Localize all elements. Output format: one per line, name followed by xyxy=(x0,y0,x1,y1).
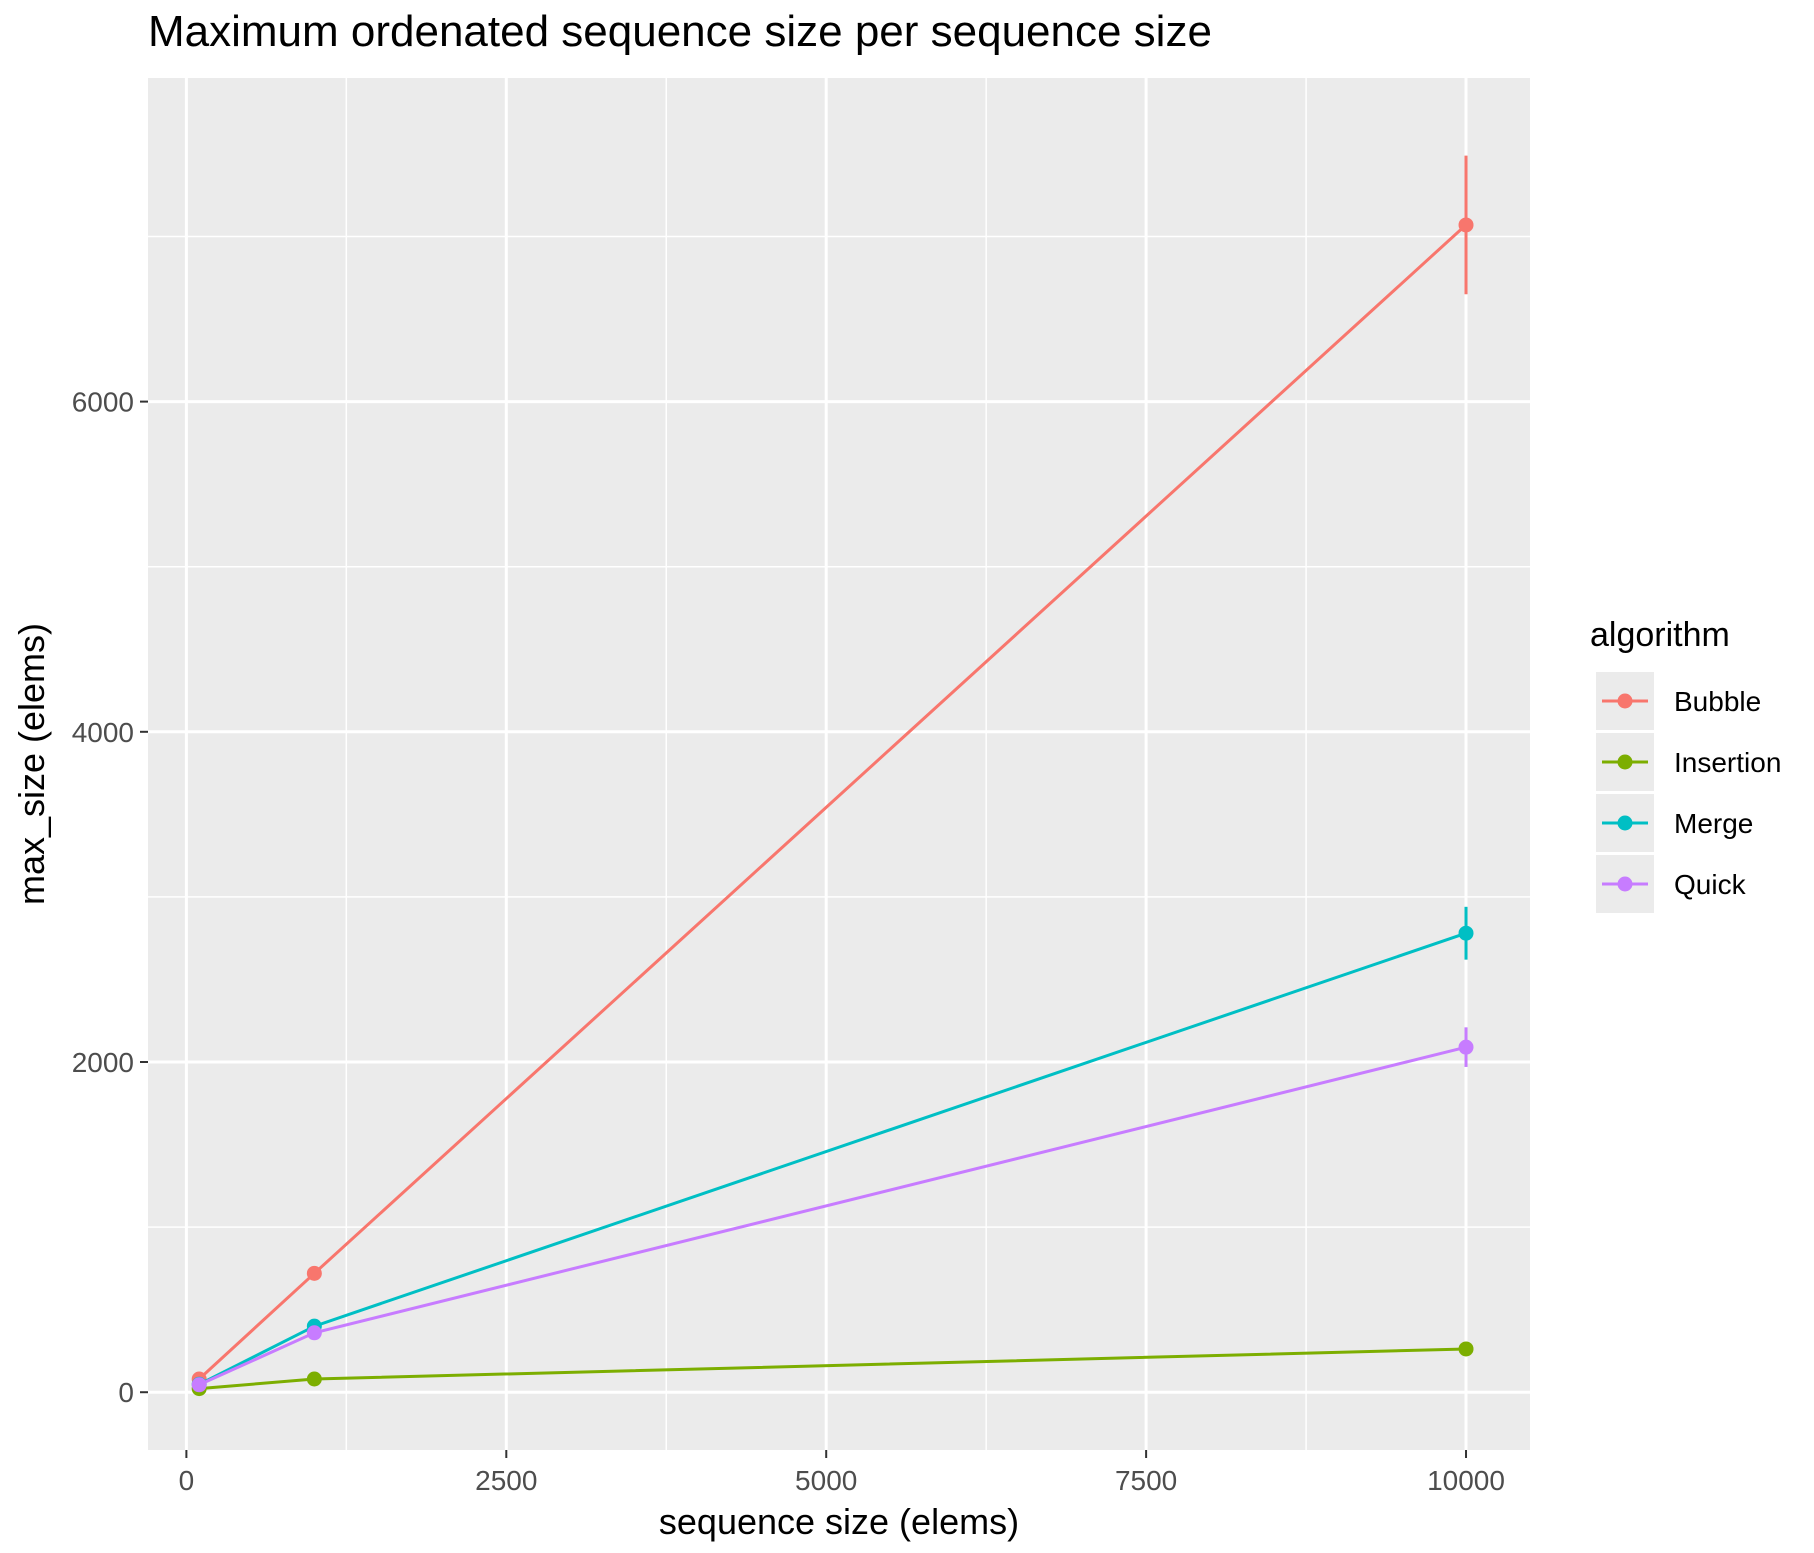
legend-key-point xyxy=(1617,876,1633,892)
legend-key-point xyxy=(1617,815,1633,831)
data-point-bubble xyxy=(306,1265,322,1281)
legend-label-merge: Merge xyxy=(1674,808,1753,839)
legend: algorithm Bubble Insertion Merge Quick xyxy=(1590,616,1781,913)
x-tick-label: 7500 xyxy=(1115,1465,1177,1496)
grid-major xyxy=(148,78,1530,1450)
x-axis-title: sequence size (elems) xyxy=(659,1501,1019,1542)
y-tick-label: 0 xyxy=(118,1377,134,1408)
y-tick-label: 6000 xyxy=(72,387,134,418)
series-quick xyxy=(191,1027,1474,1393)
data-point-merge xyxy=(1458,925,1474,941)
legend-item-insertion: Insertion xyxy=(1596,733,1781,791)
legend-label-bubble: Bubble xyxy=(1674,686,1761,717)
data-point-quick xyxy=(191,1377,207,1393)
chart-title: Maximum ordenated sequence size per sequ… xyxy=(148,7,1212,56)
legend-label-quick: Quick xyxy=(1674,869,1747,900)
legend-title: algorithm xyxy=(1590,616,1730,654)
data-point-bubble xyxy=(1458,217,1474,233)
plot-background xyxy=(148,78,1530,1450)
y-axis: 0 2000 4000 6000 xyxy=(72,387,148,1408)
series-bubble xyxy=(191,155,1474,1387)
data-point-quick xyxy=(1458,1039,1474,1055)
legend-item-merge: Merge xyxy=(1596,794,1753,852)
y-tick-label: 4000 xyxy=(72,717,134,748)
x-tick-label: 10000 xyxy=(1427,1465,1505,1496)
data-point-insertion xyxy=(306,1371,322,1387)
x-tick-label: 0 xyxy=(179,1465,195,1496)
x-axis: 0 2500 5000 7500 10000 xyxy=(179,1450,1505,1496)
data-point-insertion xyxy=(1458,1341,1474,1357)
legend-key-point xyxy=(1617,754,1633,770)
x-tick-label: 5000 xyxy=(795,1465,857,1496)
legend-label-insertion: Insertion xyxy=(1674,747,1781,778)
legend-items: Bubble Insertion Merge Quick xyxy=(1596,672,1781,913)
legend-item-quick: Quick xyxy=(1596,855,1747,913)
y-tick-label: 2000 xyxy=(72,1047,134,1078)
legend-key-point xyxy=(1617,693,1633,709)
grid-minor xyxy=(148,78,1530,1450)
x-tick-label: 2500 xyxy=(475,1465,537,1496)
series-layer xyxy=(191,155,1474,1397)
data-point-quick xyxy=(306,1325,322,1341)
y-axis-title: max_size (elems) xyxy=(11,623,52,905)
legend-item-bubble: Bubble xyxy=(1596,672,1761,730)
